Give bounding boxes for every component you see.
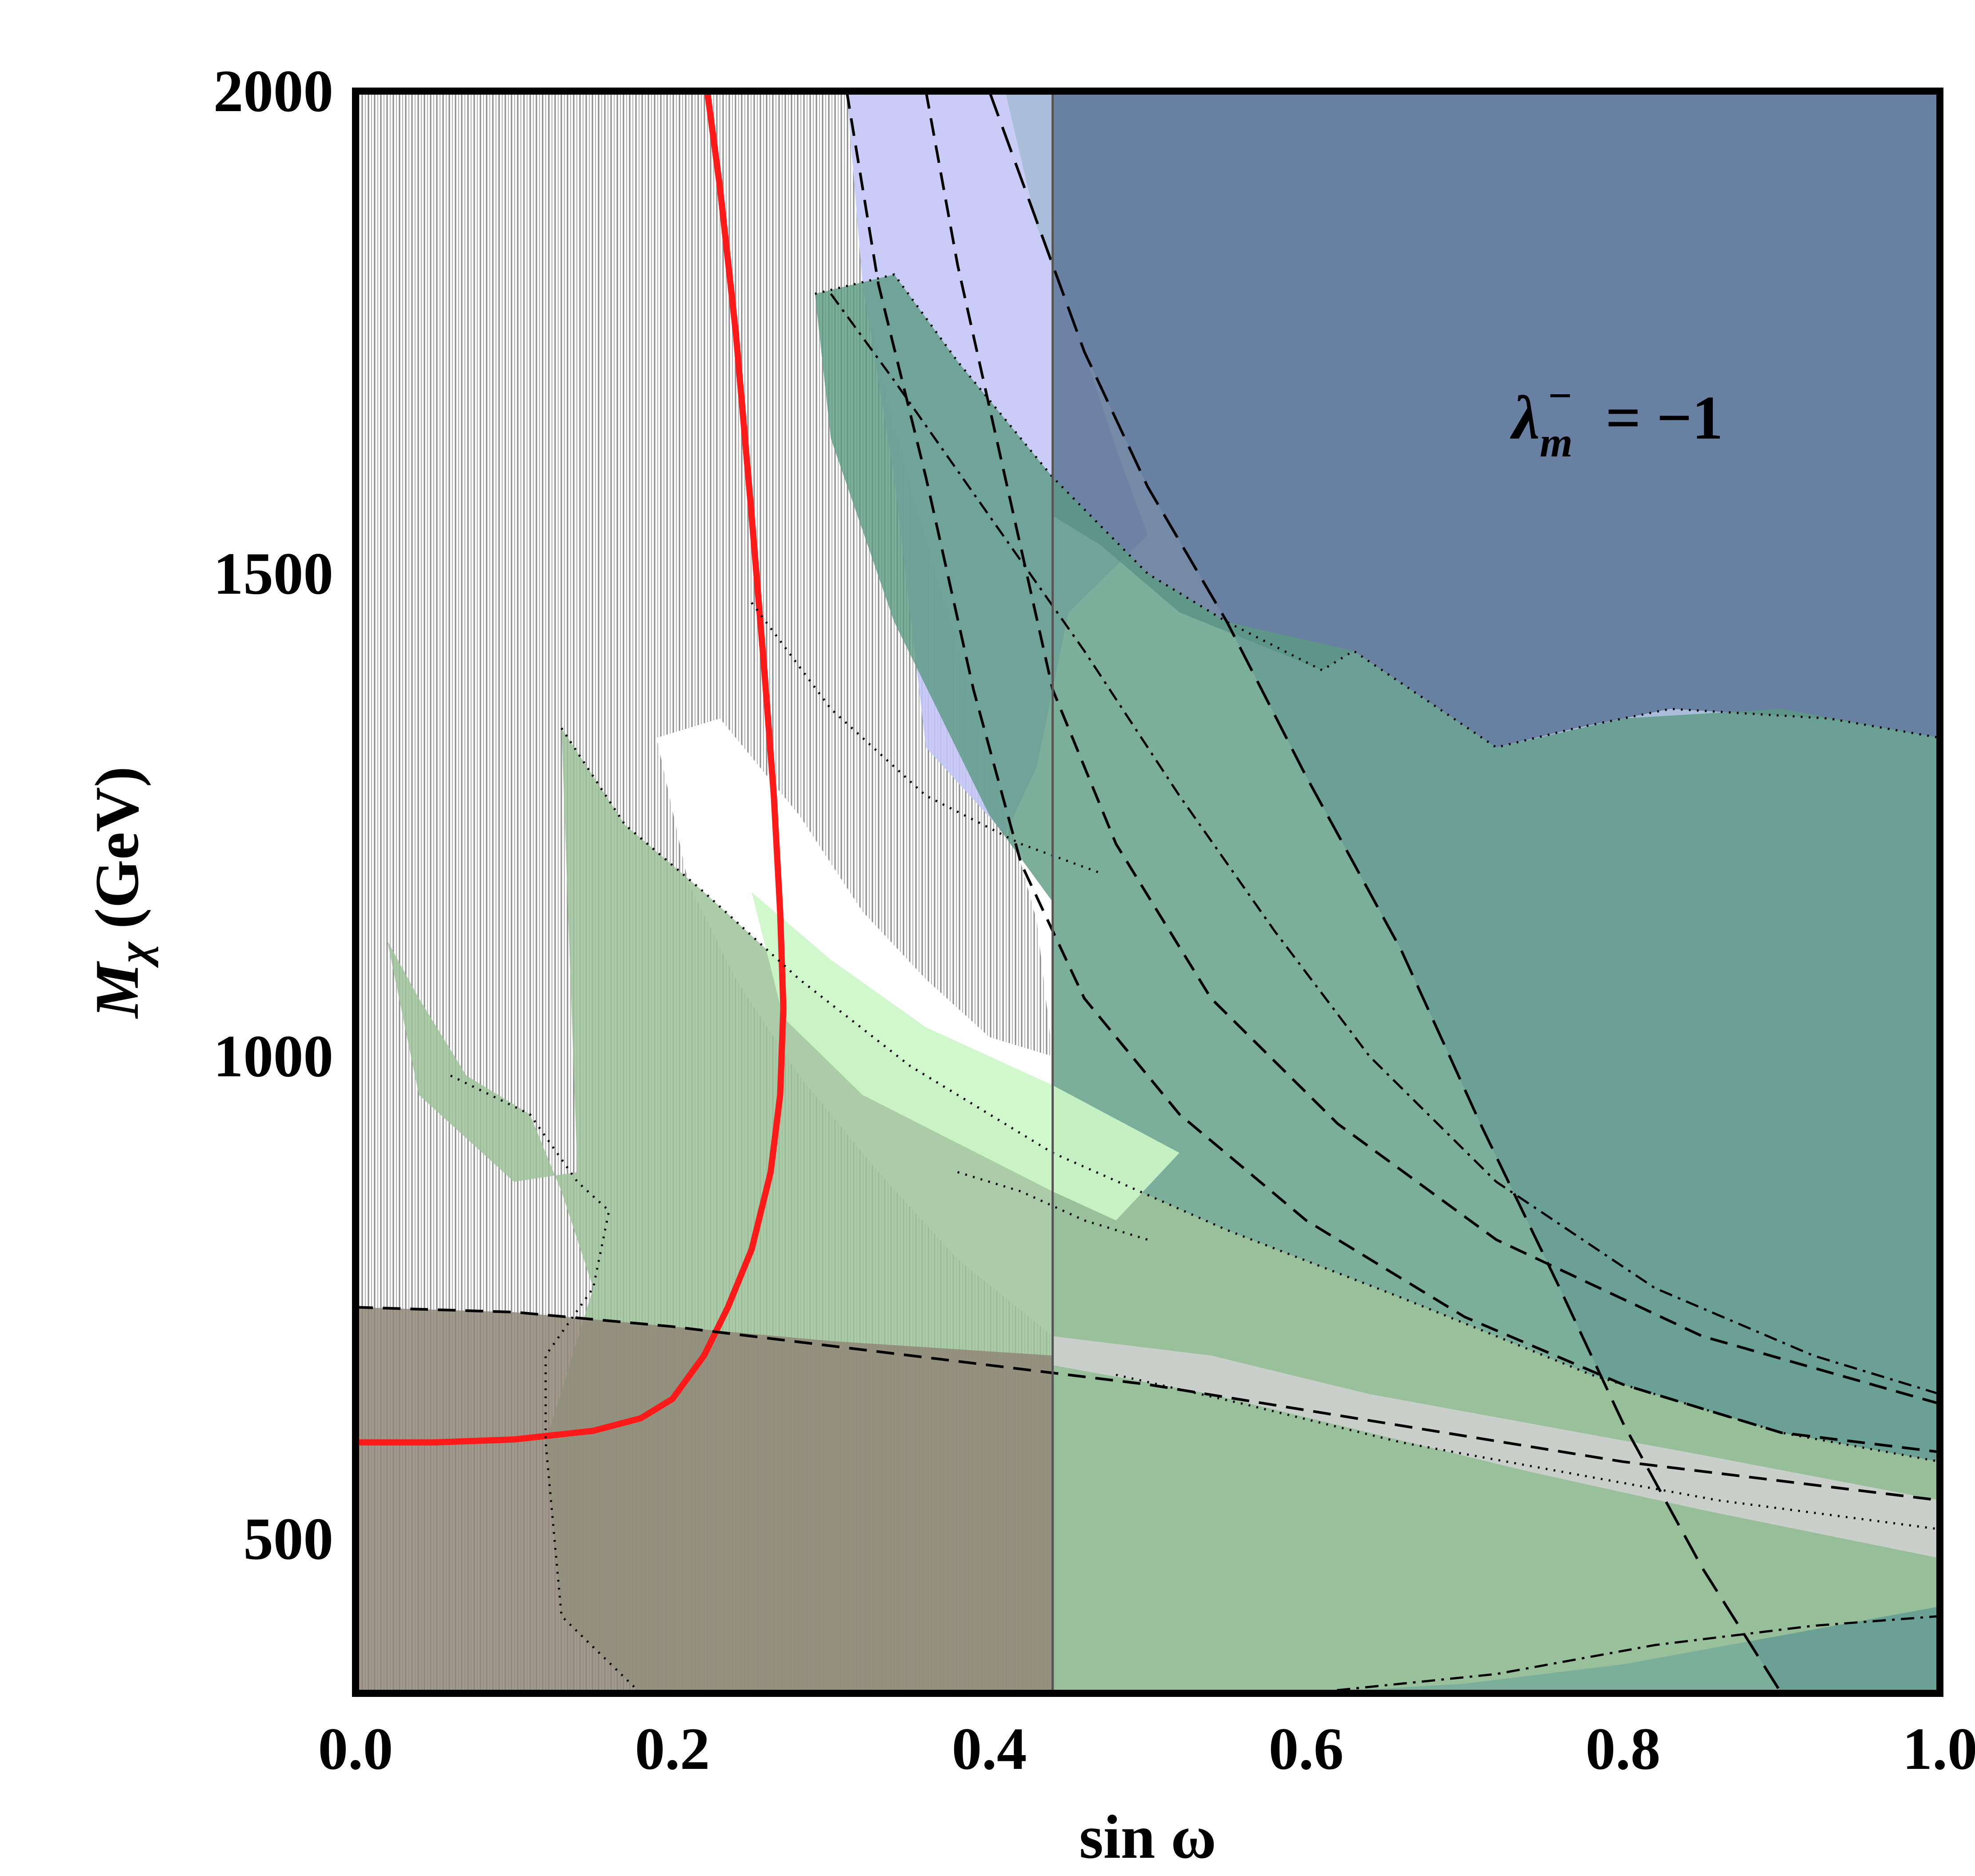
x-tick-label: 0.4 [952, 1716, 1027, 1782]
y-tick-label: 1500 [213, 541, 333, 607]
x-axis: 0.0 0.2 0.4 0.6 0.8 1.0 [318, 1716, 1975, 1782]
annotation-symbol: λ [1510, 384, 1539, 452]
contour-line-12 [988, 91, 1783, 1693]
annotation-rest: = −1 [1590, 384, 1723, 452]
x-tick-label: 0.2 [635, 1716, 710, 1782]
lambda-annotation: λm− = −1 [1510, 372, 1723, 466]
contour-line-14 [924, 91, 1940, 1405]
x-tick-label: 0.8 [1586, 1716, 1661, 1782]
shaded-region-3 [1052, 91, 1940, 748]
x-axis-title: sin ω [1079, 1803, 1216, 1872]
y-tick-label: 1000 [213, 1024, 333, 1090]
contour-line-13 [845, 91, 1940, 1454]
x-tick-label: 0.0 [318, 1716, 393, 1782]
shaded-region-6 [752, 892, 1179, 1220]
y-axis-title-unit: (GeV) [83, 766, 152, 928]
y-axis-title-main: M [83, 961, 152, 1019]
contour-line-15 [830, 293, 1940, 1396]
annotation-sub: m [1540, 419, 1573, 466]
x-tick-label: 1.0 [1903, 1716, 1975, 1782]
shaded-region-8 [356, 1307, 1053, 1693]
y-axis-title: Mχ(GeV) [83, 766, 159, 1019]
contour-line-20 [751, 602, 1101, 874]
contour-line-21 [957, 1171, 1148, 1241]
x-tick-label: 0.6 [1269, 1716, 1344, 1782]
y-tick-label: 500 [244, 1506, 334, 1572]
annotation-sup: − [1548, 372, 1572, 419]
y-tick-label: 2000 [213, 58, 333, 124]
plot-frame [352, 88, 1943, 1697]
red-curve [356, 91, 787, 1446]
plot-area [356, 91, 1940, 1693]
contour-line-10 [356, 1306, 1940, 1693]
y-axis: 500 1000 1500 2000 [213, 58, 333, 1572]
contour-line-16 [1052, 1615, 1940, 1693]
shaded-region-7 [1052, 1336, 1940, 1558]
